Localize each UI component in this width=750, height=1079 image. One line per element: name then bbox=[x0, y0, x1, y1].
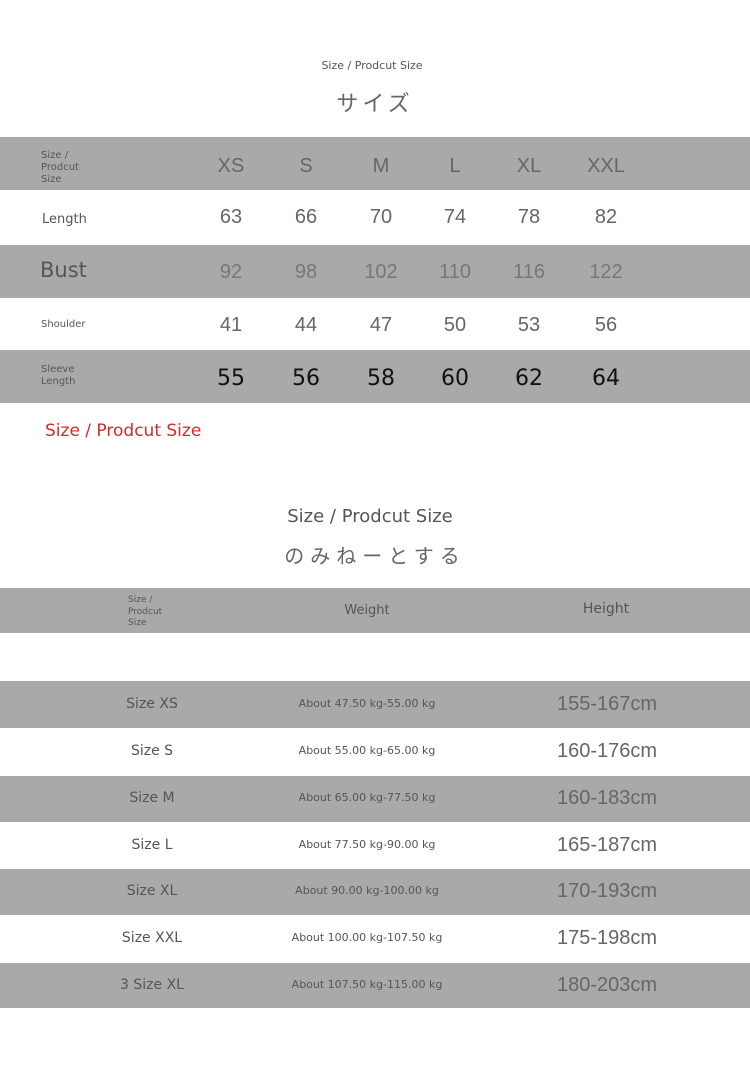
size-label: 3 Size XL bbox=[120, 976, 184, 993]
measurement-cell: 70 bbox=[369, 206, 393, 228]
size-label: Size L bbox=[131, 836, 173, 853]
size-column-header: XXL bbox=[587, 155, 625, 177]
header-label-line: Size / bbox=[41, 150, 69, 161]
row-label-sleeve-length: Length bbox=[41, 376, 76, 387]
weight-range: About 100.00 kg-107.50 kg bbox=[291, 931, 443, 944]
size-column-header: XL bbox=[516, 155, 542, 177]
size-column-header: XS bbox=[217, 155, 245, 177]
measurement-cell: 60 bbox=[441, 366, 469, 391]
row-label-shoulder: Shoulder bbox=[41, 319, 86, 330]
weight-range: About 65.00 kg-77.50 kg bbox=[298, 791, 436, 804]
weight-column-header: Weight bbox=[344, 603, 390, 618]
table1-row-sleeve-band bbox=[0, 350, 750, 403]
weight-range: About 90.00 kg-100.00 kg bbox=[295, 884, 439, 897]
measurement-cell: 47 bbox=[369, 314, 393, 336]
measurement-cell: 44 bbox=[294, 314, 318, 336]
weight-range: About 55.00 kg-65.00 kg bbox=[298, 744, 436, 757]
footer-note: Size / Prodcut Size bbox=[45, 421, 202, 441]
table2-row-band bbox=[0, 681, 750, 728]
weight-range: About 107.50 kg-115.00 kg bbox=[291, 977, 443, 991]
table2-row-band bbox=[0, 869, 750, 915]
size-column-header: M bbox=[372, 155, 390, 177]
table1-row-bust-band bbox=[0, 245, 750, 298]
measurement-cell: 74 bbox=[443, 206, 467, 228]
header-label-line: Prodcut bbox=[41, 162, 79, 173]
measurement-cell: 56 bbox=[594, 314, 618, 336]
size-label: Size S bbox=[130, 743, 174, 759]
height-range: 180-203cm bbox=[556, 973, 658, 996]
size-label: Size XXL bbox=[121, 930, 183, 946]
height-range: 160-176cm bbox=[556, 740, 658, 762]
height-range: 155-167cm bbox=[556, 692, 658, 715]
table2-header-row bbox=[0, 588, 750, 633]
measurement-cell: 64 bbox=[592, 366, 620, 391]
measurement-cell: 92 bbox=[219, 261, 243, 283]
height-range: 165-187cm bbox=[556, 833, 658, 856]
row-label-length: Length bbox=[42, 212, 87, 227]
section1-subtitle: Size / Prodcut Size bbox=[321, 59, 423, 72]
section2-subtitle: Size / Prodcut Size bbox=[287, 506, 453, 527]
measurement-cell: 122 bbox=[589, 261, 623, 283]
header-label-line: Size bbox=[41, 174, 62, 185]
measurement-cell: 62 bbox=[515, 366, 543, 391]
section1-title: サイズ bbox=[336, 92, 414, 117]
size-label: Size XL bbox=[126, 883, 178, 899]
measurement-cell: 110 bbox=[439, 261, 471, 283]
measurement-cell: 56 bbox=[292, 366, 320, 391]
row-label-sleeve-length: Sleeve bbox=[41, 364, 75, 375]
measurement-cell: 55 bbox=[217, 366, 245, 391]
measurement-cell: 98 bbox=[294, 261, 318, 283]
table2-row-band bbox=[0, 776, 750, 822]
measurement-cell: 116 bbox=[513, 261, 545, 283]
measurement-cell: 50 bbox=[443, 314, 467, 336]
height-column-header: Height bbox=[582, 601, 630, 617]
header-label-line: Size / bbox=[128, 595, 153, 605]
size-label: Size M bbox=[129, 790, 175, 806]
weight-range: About 77.50 kg-90.00 kg bbox=[298, 837, 436, 851]
table1-header-row bbox=[0, 137, 750, 190]
measurement-cell: 58 bbox=[367, 366, 395, 391]
measurement-cell: 63 bbox=[219, 206, 243, 228]
header-label-line: Prodcut bbox=[128, 607, 163, 617]
measurement-cell: 78 bbox=[517, 206, 541, 228]
height-range: 160-183cm bbox=[556, 787, 658, 809]
table2-row-band bbox=[0, 963, 750, 1008]
size-column-header: L bbox=[449, 155, 461, 177]
measurement-cell: 66 bbox=[294, 206, 318, 228]
measurement-cell: 102 bbox=[364, 261, 398, 283]
weight-range: About 47.50 kg-55.00 kg bbox=[298, 696, 436, 710]
size-label: Size XS bbox=[126, 695, 178, 712]
header-label-line: Size bbox=[128, 618, 147, 628]
size-column-header: S bbox=[299, 155, 313, 177]
measurement-cell: 82 bbox=[594, 206, 618, 228]
row-label-bust: Bust bbox=[40, 258, 87, 282]
height-range: 175-198cm bbox=[556, 927, 658, 949]
height-range: 170-193cm bbox=[556, 880, 658, 902]
measurement-cell: 41 bbox=[219, 314, 243, 336]
measurement-cell: 53 bbox=[517, 314, 541, 336]
section2-title: のみねーとする bbox=[284, 544, 466, 568]
